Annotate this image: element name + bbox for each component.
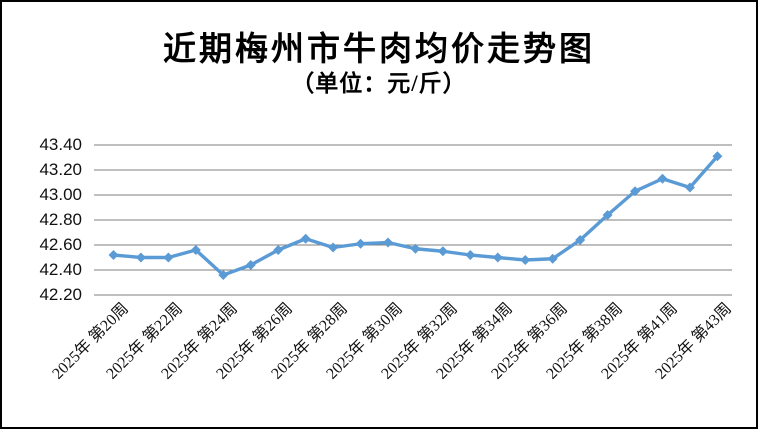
y-tick-label: 43.00 [39,185,82,204]
data-point-marker [383,237,393,248]
data-point-marker [410,243,421,254]
data-point-marker [602,210,613,220]
data-point-marker [684,182,695,193]
chart-subtitle: （单位：元/斤） [291,71,467,96]
y-tick-label: 42.20 [39,285,82,304]
data-point-marker [300,233,311,244]
price-series-line [111,154,720,277]
y-tick-label: 43.20 [39,160,82,179]
data-point-marker [218,270,229,280]
data-point-marker [190,245,201,255]
data-point-marker [163,252,174,263]
data-point-marker [108,250,119,260]
y-tick-label: 43.40 [39,135,82,154]
data-point-marker [273,245,284,255]
data-point-marker [547,253,558,264]
data-point-marker [712,151,723,162]
data-point-marker [245,260,256,270]
data-point-marker [520,255,531,265]
data-point-marker [465,250,476,260]
data-point-marker [492,252,503,263]
data-point-marker [135,252,146,263]
y-tick-label: 42.60 [39,235,82,254]
data-point-marker [657,173,668,184]
data-point-marker [355,238,366,249]
data-point-marker [437,246,448,257]
y-tick-label: 42.40 [39,260,82,279]
y-tick-label: 42.80 [39,210,82,229]
data-point-marker [328,242,339,253]
data-point-marker [575,235,586,245]
chart-title: 近期梅州市牛肉均价走势图 [163,32,595,68]
data-point-marker [630,186,641,197]
